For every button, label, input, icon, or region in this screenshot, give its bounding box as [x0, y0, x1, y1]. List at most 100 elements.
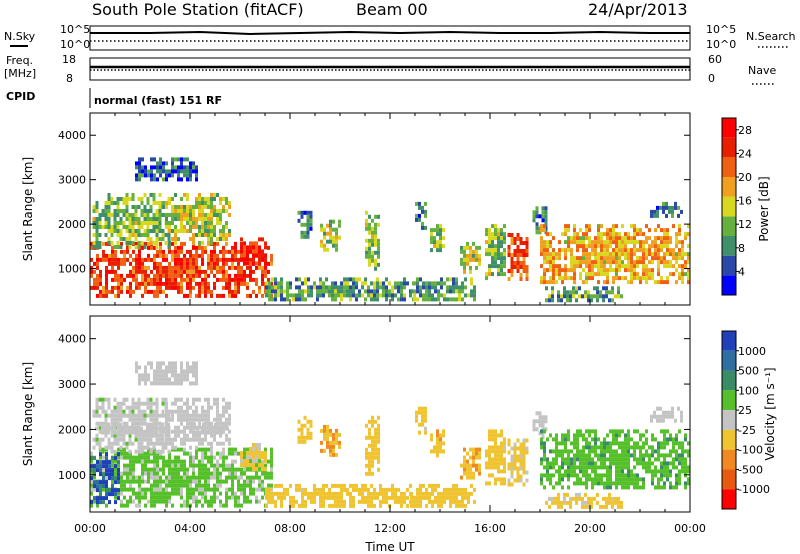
echo-cell	[222, 209, 225, 213]
echo-cell	[95, 397, 99, 402]
echo-cell	[669, 240, 672, 245]
echo-cell	[228, 405, 231, 410]
echo-cell	[323, 231, 326, 236]
echo-cell	[572, 496, 575, 501]
echo-cell	[225, 479, 228, 484]
echo-cell	[289, 293, 292, 298]
echo-cell	[677, 205, 680, 210]
echo-cell	[243, 447, 246, 452]
echo-cell	[153, 495, 156, 500]
echo-cell	[150, 499, 153, 504]
echo-cell	[567, 236, 570, 241]
colorbar-segment	[722, 196, 736, 217]
echo-cell	[132, 455, 135, 460]
echo-cell	[132, 471, 135, 476]
echo-cell	[131, 409, 135, 414]
echo-cell	[277, 495, 280, 500]
echo-cell	[639, 433, 642, 438]
echo-cell	[660, 441, 663, 446]
echo-cell	[168, 273, 171, 278]
echo-cell	[566, 298, 569, 303]
echo-cell	[198, 467, 201, 472]
echo-cell	[627, 457, 630, 462]
echo-cell	[161, 445, 165, 450]
echo-cell	[207, 455, 210, 460]
echo-cell	[129, 261, 132, 266]
echo-cell	[633, 224, 636, 229]
echo-cell	[645, 449, 648, 454]
echo-cell	[149, 413, 153, 418]
echo-cell	[449, 487, 452, 492]
echo-cell	[573, 437, 576, 442]
echo-cell	[249, 265, 252, 270]
nave-label: Nave	[748, 64, 776, 77]
echo-cell	[675, 280, 678, 285]
echo-cell	[585, 280, 588, 285]
echo-cell	[573, 240, 576, 245]
echo-cell	[150, 365, 153, 370]
echo-cell	[264, 265, 267, 270]
echo-cell	[591, 469, 594, 474]
echo-cell	[627, 449, 630, 454]
echo-cell	[144, 451, 147, 456]
echo-cell	[660, 280, 663, 285]
echo-cell	[102, 285, 105, 290]
echo-cell	[639, 457, 642, 462]
echo-cell	[165, 225, 168, 229]
echo-cell	[368, 238, 371, 243]
echo-cell	[633, 240, 636, 245]
echo-cell	[149, 401, 153, 406]
echo-cell	[376, 495, 379, 500]
echo-cell	[561, 449, 564, 454]
echo-cell	[639, 280, 642, 285]
echo-cell	[159, 289, 162, 294]
echo-cell	[234, 253, 237, 258]
echo-cell	[657, 244, 660, 249]
echo-cell	[292, 499, 295, 504]
echo-cell	[548, 496, 551, 501]
echo-cell	[228, 285, 231, 290]
echo-cell	[355, 277, 358, 282]
echo-cell	[364, 495, 367, 500]
echo-cell	[570, 473, 573, 478]
echo-cell	[588, 240, 591, 245]
echo-cell	[651, 473, 654, 478]
echo-cell	[328, 503, 331, 508]
echo-cell	[219, 209, 222, 213]
echo-cell	[144, 503, 147, 508]
echo-cell	[416, 495, 419, 500]
echo-cell	[156, 467, 159, 472]
colorbar-segment	[722, 137, 736, 158]
echo-cell	[243, 499, 246, 504]
echo-cell	[134, 245, 138, 249]
echo-cell	[113, 245, 117, 249]
echo-cell	[452, 491, 455, 496]
echo-cell	[171, 445, 174, 450]
echo-cell	[210, 237, 213, 241]
echo-cell	[261, 487, 264, 492]
echo-cell	[141, 459, 144, 464]
echo-cell	[114, 257, 117, 262]
echo-cell	[615, 260, 618, 265]
echo-cell	[343, 277, 346, 282]
echo-cell	[603, 240, 606, 245]
echo-cell	[461, 503, 464, 508]
echo-cell	[111, 245, 114, 250]
echo-cell	[645, 441, 648, 446]
echo-cell	[648, 268, 651, 273]
echo-cell	[538, 214, 542, 219]
echo-cell	[594, 449, 597, 454]
echo-cell	[161, 201, 165, 205]
echo-cell	[177, 237, 180, 241]
echo-cell	[120, 455, 123, 460]
echo-cell	[582, 232, 585, 237]
echo-cell	[147, 373, 150, 378]
colorbar-segment	[722, 390, 736, 411]
echo-cell	[513, 442, 517, 447]
echo-cell	[400, 499, 403, 504]
echo-cell	[323, 247, 326, 252]
echo-cell	[564, 276, 567, 281]
echo-cell	[597, 481, 600, 486]
echo-cell	[219, 217, 222, 221]
echo-cell	[210, 471, 213, 476]
